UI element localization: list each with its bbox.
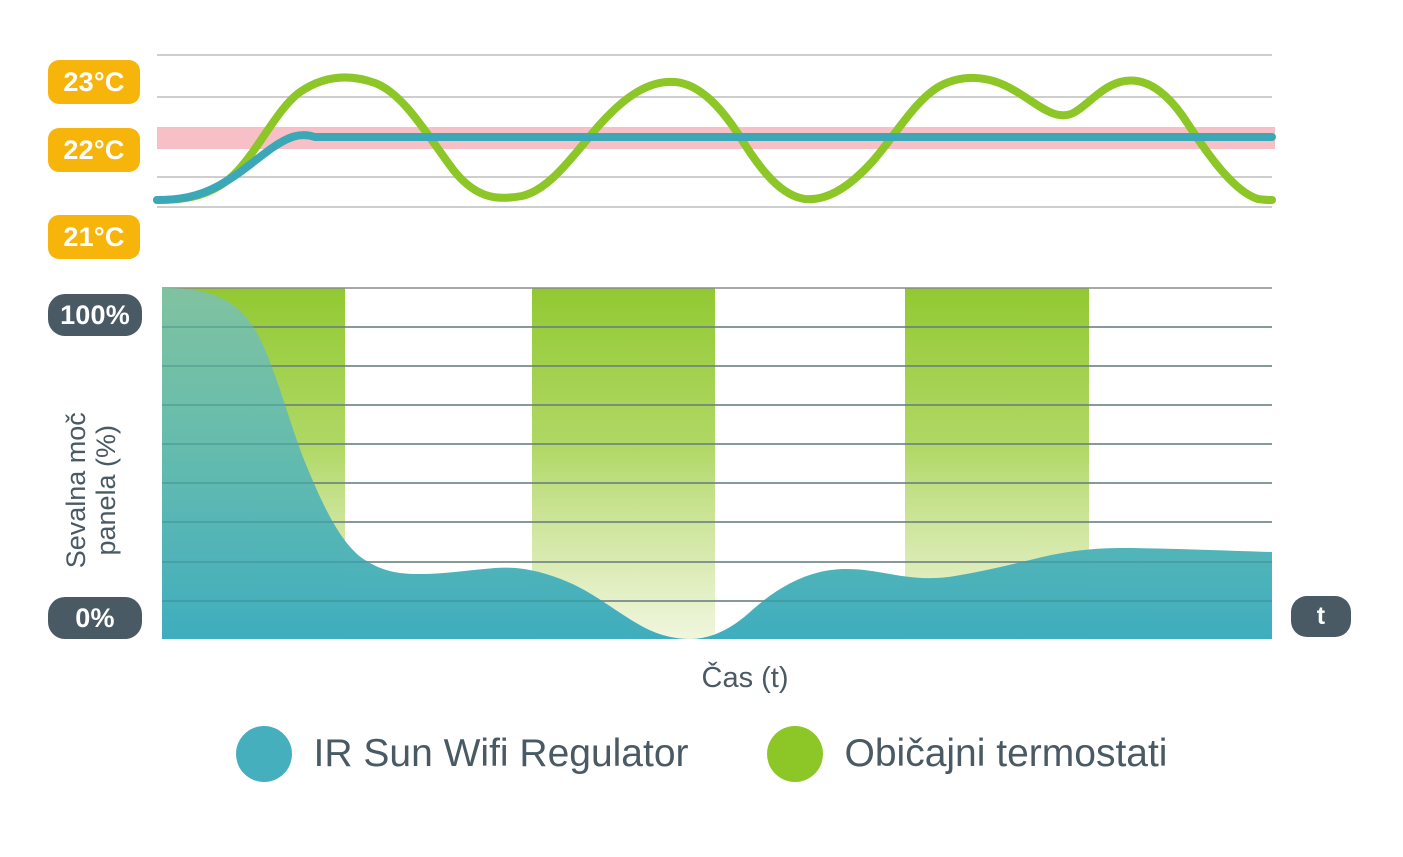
y-tick-badge-21c: 21°C bbox=[48, 215, 140, 259]
series-area-ir-sun-wifi bbox=[162, 288, 1272, 639]
legend-label-ir-sun-wifi: IR Sun Wifi Regulator bbox=[313, 732, 689, 775]
y-tick-badge-100pct: 100% bbox=[48, 294, 142, 336]
series-line-ir-sun-wifi bbox=[153, 131, 1276, 204]
legend-swatch-circle-icon bbox=[766, 726, 823, 782]
temperature-chart bbox=[153, 54, 1276, 208]
legend-swatch-circle-icon bbox=[235, 726, 292, 782]
x-axis-end-badge: t bbox=[1291, 596, 1351, 637]
y-tick-badge-22c: 22°C bbox=[48, 128, 140, 172]
legend-label-conventional: Običajni termostati bbox=[844, 732, 1168, 775]
blue-area-path bbox=[162, 288, 1272, 639]
radiant-power-chart bbox=[162, 287, 1272, 639]
y-tick-badge-23c: 23°C bbox=[48, 60, 140, 104]
gridlines-lower-overlay bbox=[162, 326, 1272, 602]
legend: IR Sun Wifi Regulator Običajni termostat… bbox=[0, 726, 1403, 782]
y-tick-badge-0pct: 0% bbox=[48, 597, 142, 639]
y-axis-title: Sevalna moč panela (%) bbox=[60, 412, 121, 569]
x-axis-title: Čas (t) bbox=[701, 662, 789, 694]
legend-item-conventional: Običajni termostati bbox=[766, 726, 1168, 782]
legend-item-ir-sun-wifi: IR Sun Wifi Regulator bbox=[235, 726, 689, 782]
series-line-conventional bbox=[153, 73, 1276, 204]
